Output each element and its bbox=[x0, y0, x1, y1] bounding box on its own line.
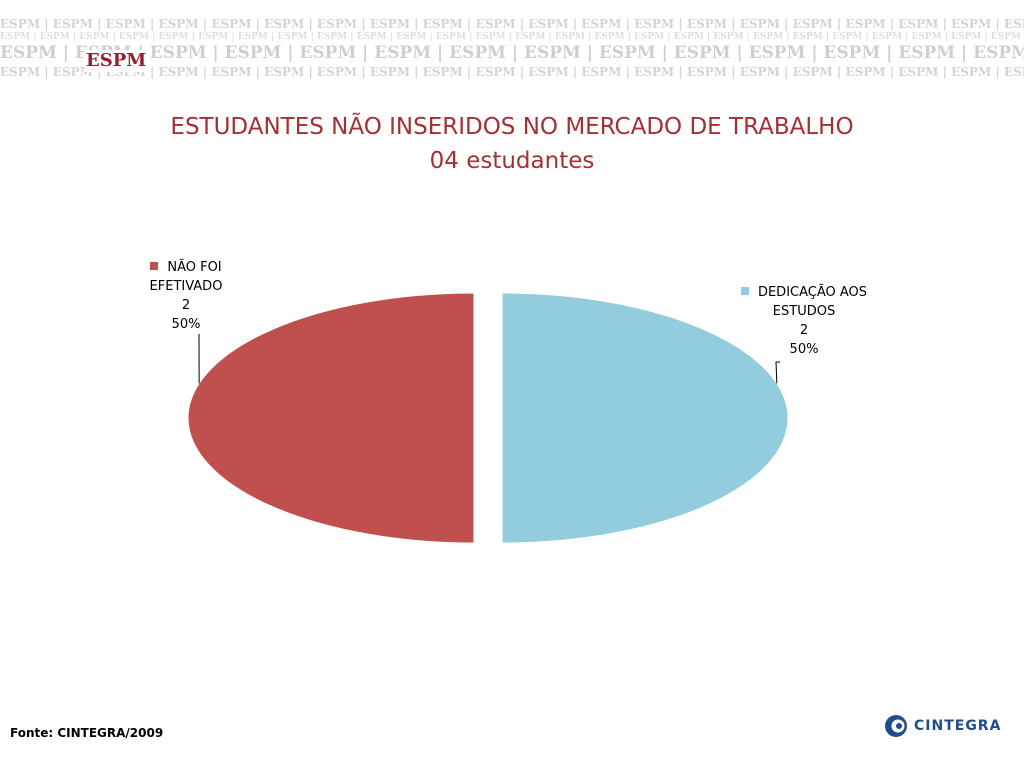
watermark-row: ESPM | ESPM | ESPM | ESPM | ESPM | ESPM … bbox=[0, 65, 1024, 79]
leader-line bbox=[775, 361, 780, 384]
cintegra-logo: CINTEGRA bbox=[884, 714, 1001, 738]
slice-label-dedicacao-aos-estudos: DEDICAÇÃO AOS ESTUDOS 2 50% bbox=[712, 283, 896, 359]
watermark-row: ESPM | ESPM | ESPM | ESPM | ESPM | ESPM … bbox=[0, 32, 1024, 42]
label-line: EFETIVADO bbox=[149, 279, 223, 294]
label-percent: 50% bbox=[171, 317, 201, 332]
label-line: ESTUDOS bbox=[772, 304, 836, 319]
label-value: 2 bbox=[181, 298, 191, 313]
label-line: NÃO FOI bbox=[167, 260, 222, 275]
label-line: DEDICAÇÃO AOS bbox=[757, 285, 868, 300]
slide-title: ESTUDANTES NÃO INSERIDOS NO MERCADO DE T… bbox=[170, 114, 854, 140]
pie-slice bbox=[187, 292, 475, 544]
espm-banner: ESPM | ESPM | ESPM | ESPM | ESPM | ESPM … bbox=[0, 18, 1024, 88]
slice-label-nao-foi-efetivado: NÃO FOI EFETIVADO 2 50% bbox=[118, 258, 254, 334]
label-percent: 50% bbox=[789, 342, 819, 357]
label-value: 2 bbox=[799, 323, 809, 338]
watermark-row: ESPM | ESPM | ESPM | ESPM | ESPM | ESPM … bbox=[0, 43, 1024, 63]
legend-key-red bbox=[150, 262, 159, 270]
pie-slice bbox=[501, 292, 789, 544]
slide-subtitle: 04 estudantes bbox=[429, 148, 595, 174]
watermark-row: ESPM | ESPM | ESPM | ESPM | ESPM | ESPM … bbox=[0, 18, 1024, 31]
source-note: Fonte: CINTEGRA/2009 bbox=[10, 726, 164, 740]
espm-logo: ESPM bbox=[84, 50, 149, 72]
cintegra-c-icon bbox=[885, 715, 907, 737]
cintegra-logo-text: CINTEGRA bbox=[914, 718, 1002, 734]
legend-key-blue bbox=[740, 287, 749, 295]
